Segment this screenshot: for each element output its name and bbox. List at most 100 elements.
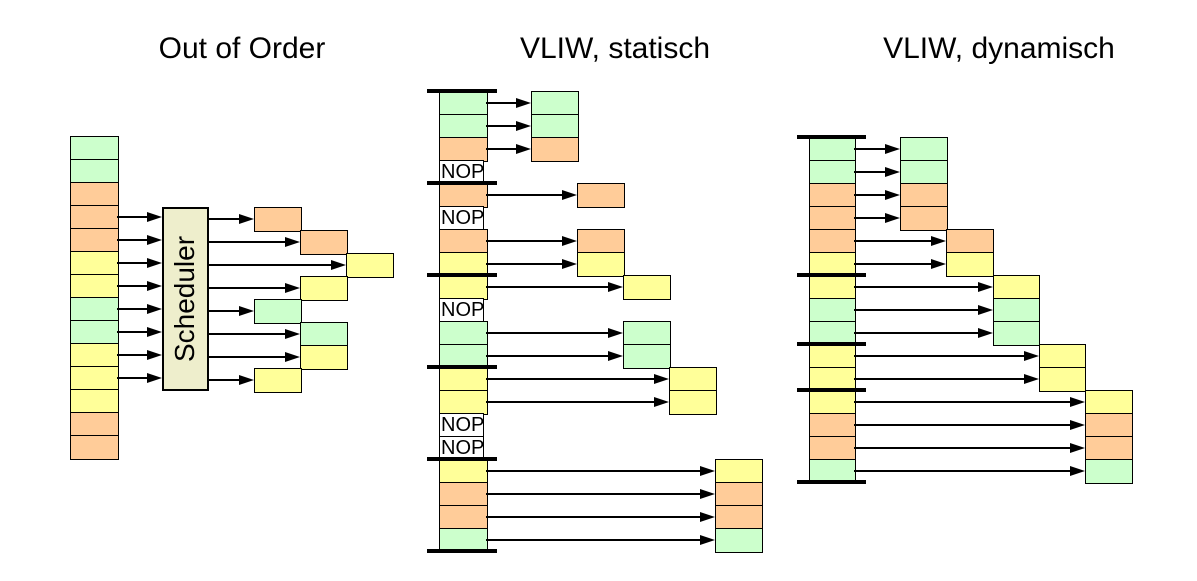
arrow-line (854, 216, 887, 220)
instruction-cell (70, 182, 119, 207)
arrow-head-icon (562, 189, 577, 200)
issue-arrow (486, 120, 531, 132)
arrow-head-icon (147, 234, 162, 245)
arrow-head-icon (977, 327, 993, 338)
issued-instruction-cell (900, 206, 948, 231)
arrow-line (486, 331, 610, 335)
instruction-cell (70, 389, 119, 414)
arrow-line (854, 193, 887, 197)
nop-cell: NOP (439, 413, 484, 438)
arrow-line (117, 307, 149, 311)
instruction-cell (439, 321, 488, 346)
issue-arrow (854, 396, 1086, 408)
issue-arrow (209, 351, 300, 363)
arrow-line (854, 377, 1026, 381)
bundle-separator (427, 89, 497, 93)
issued-instruction-cell (669, 390, 717, 415)
issued-instruction-cell (1038, 344, 1087, 369)
arrow-head-icon (562, 235, 577, 246)
arrow-line (117, 261, 149, 265)
arrow-head-icon (1070, 396, 1086, 407)
arrow-head-icon (700, 465, 715, 476)
issued-instruction-cell (715, 482, 763, 507)
arrow-line (854, 262, 934, 266)
panel-title-out-of-order: Out of Order (158, 32, 326, 65)
issued-instruction-cell (715, 528, 763, 553)
issue-arrow (486, 235, 577, 247)
instruction-cell (439, 275, 488, 300)
issued-instruction-cell (254, 207, 302, 232)
issued-instruction-cell (992, 275, 1041, 300)
bundle-separator (427, 273, 497, 277)
issued-instruction-cell (715, 505, 763, 530)
issue-arrow (854, 281, 993, 293)
arrow-line (854, 469, 1073, 473)
issued-instruction-cell (577, 252, 625, 277)
issued-instruction-cell (992, 321, 1041, 346)
instruction-cell (809, 160, 856, 185)
issued-instruction-cell (623, 344, 671, 369)
arrow-line (854, 147, 887, 151)
instruction-cell (439, 91, 488, 116)
arrow-line (209, 263, 333, 267)
instruction-cell (70, 297, 119, 322)
arrow-head-icon (608, 327, 623, 338)
arrow-line (209, 217, 241, 221)
panel-title-vliw-dynamic: VLIW, dynamisch (883, 32, 1115, 65)
issue-arrow (854, 143, 900, 155)
issued-instruction-cell (300, 230, 348, 255)
issue-arrow (209, 328, 300, 340)
issued-instruction-cell (346, 253, 394, 278)
arrow-head-icon (700, 488, 715, 499)
arrow-head-icon (931, 258, 947, 269)
instruction-cell (70, 274, 119, 299)
instruction-cell (809, 275, 856, 300)
instruction-cell (439, 114, 488, 139)
arrow-head-icon (147, 372, 162, 383)
arrow-head-icon (516, 97, 531, 108)
instruction-cell (439, 459, 488, 484)
issue-arrow (486, 511, 715, 523)
fetch-arrow (117, 257, 162, 269)
arrow-head-icon (1023, 373, 1039, 384)
bundle-separator (797, 342, 866, 346)
arrow-line (854, 170, 887, 174)
arrow-head-icon (285, 236, 300, 247)
arrow-head-icon (147, 257, 162, 268)
bundle-separator (797, 480, 866, 484)
arrow-head-icon (608, 281, 623, 292)
instruction-cell (809, 229, 856, 254)
arrow-head-icon (285, 328, 300, 339)
arrow-head-icon (147, 326, 162, 337)
arrow-head-icon (654, 373, 669, 384)
arrow-head-icon (654, 396, 669, 407)
arrow-line (854, 331, 980, 335)
instruction-cell (809, 344, 856, 369)
issue-arrow (486, 465, 715, 477)
issue-arrow (854, 419, 1086, 431)
scheduler-box: Scheduler (162, 207, 209, 391)
bundle-separator (427, 181, 497, 185)
arrow-head-icon (147, 211, 162, 222)
arrow-line (486, 400, 656, 404)
issued-instruction-cell (623, 321, 671, 346)
arrow-line (486, 515, 702, 519)
issued-instruction-cell (900, 137, 948, 162)
arrow-head-icon (239, 213, 254, 224)
issue-arrow (209, 236, 300, 248)
arrow-head-icon (608, 350, 623, 361)
issued-instruction-cell (946, 229, 994, 254)
arrow-line (117, 330, 149, 334)
issue-arrow (854, 442, 1086, 454)
instruction-cell (439, 183, 488, 208)
instruction-cell (809, 459, 856, 484)
instruction-cell (809, 436, 856, 461)
issued-instruction-cell (1085, 459, 1133, 484)
instruction-cell (70, 228, 119, 253)
instruction-cell (439, 137, 488, 162)
arrow-line (209, 309, 241, 313)
fetch-arrow (117, 326, 162, 338)
arrow-line (117, 238, 149, 242)
issued-instruction-cell (900, 183, 948, 208)
arrow-line (486, 469, 702, 473)
